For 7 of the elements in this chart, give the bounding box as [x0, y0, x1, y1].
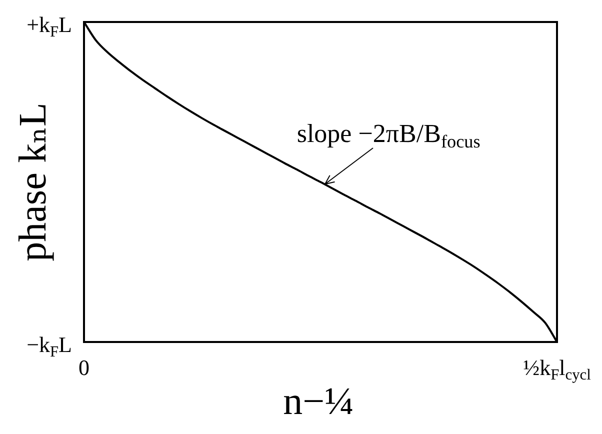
x-axis-title: n−¼: [283, 380, 354, 423]
x-tick-label: 0: [78, 355, 90, 380]
text: +k$_{F}$L: [26, 12, 72, 41]
text: −k$_{F}$L: [26, 332, 72, 361]
y-axis-title: phase kₙL: [12, 102, 54, 262]
annotation: slope −2πB/B$_{focus}$: [296, 119, 480, 152]
x-tick-label: ½k$_{F}$l$_{cycl}$: [523, 355, 591, 384]
